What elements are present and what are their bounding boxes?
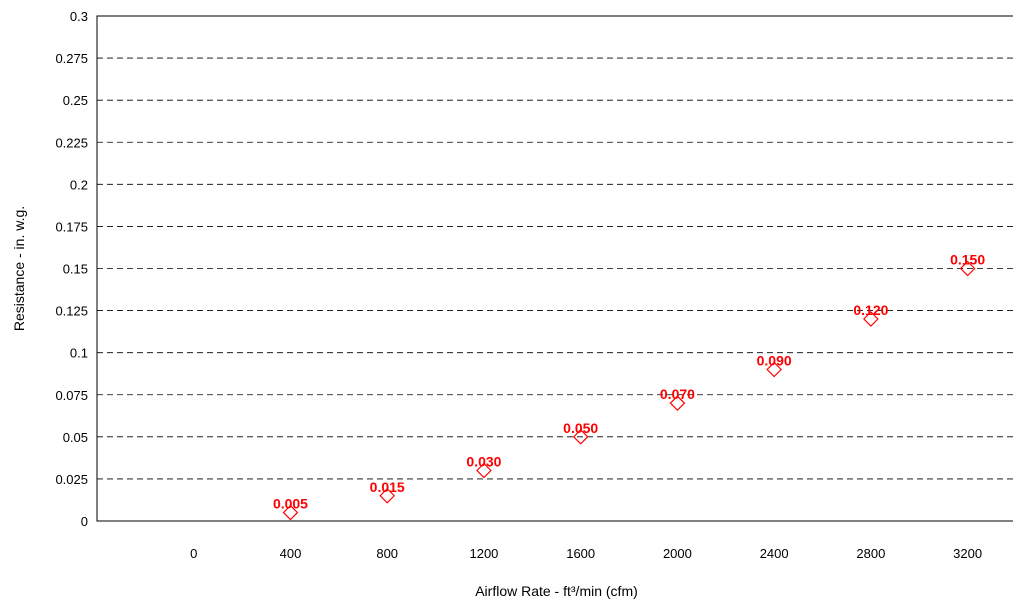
y-tick-label: 0.3 (70, 9, 88, 24)
y-tick-label: 0.075 (55, 388, 88, 403)
y-axis-title: Resistance - in. w.g. (11, 206, 27, 331)
data-label: 0.005 (273, 496, 308, 512)
y-tick-label: 0.15 (63, 262, 88, 277)
x-tick-label: 0 (190, 546, 197, 561)
x-tick-label: 1600 (566, 546, 595, 561)
y-tick-label: 0.2 (70, 177, 88, 192)
y-tick-label: 0.025 (55, 472, 88, 487)
data-label: 0.015 (370, 479, 405, 495)
y-tick-label: 0.175 (55, 219, 88, 234)
data-point (669, 395, 686, 412)
data-point (766, 361, 783, 378)
x-axis-ticks: 0 400 800 1200 1600 2000 2400 2800 3200 (190, 546, 982, 561)
y-tick-label: 0 (81, 514, 88, 529)
data-point (572, 428, 589, 445)
data-point (959, 260, 976, 277)
x-tick-label: 800 (376, 546, 398, 561)
y-tick-label: 0.1 (70, 346, 88, 361)
y-tick-label: 0.05 (63, 430, 88, 445)
data-point (476, 462, 492, 479)
y-axis-ticks: 0 0.025 0.05 0.075 0.1 0.125 0.15 0.175 0.2 0.225… (55, 9, 88, 529)
data-label: 0.030 (466, 454, 501, 470)
y-tick-label: 0.275 (55, 51, 88, 66)
plot-area (96, 15, 1013, 522)
data-point (379, 487, 396, 504)
data-points (282, 260, 976, 521)
data-point (863, 311, 879, 327)
data-label: 0.120 (853, 302, 888, 318)
data-labels: 0.005 0.015 0.030 0.050 0.070 0.090 0.120 0.150 (273, 252, 985, 512)
x-tick-label: 2000 (663, 546, 692, 561)
data-label: 0.070 (660, 386, 695, 402)
y-tick-label: 0.25 (63, 93, 88, 108)
x-tick-label: 3200 (953, 546, 982, 561)
data-label: 0.150 (950, 252, 985, 268)
y-tick-label: 0.225 (55, 135, 88, 150)
data-point (282, 504, 299, 521)
x-tick-label: 1200 (469, 546, 498, 561)
gridlines (97, 57, 1013, 480)
data-label: 0.050 (563, 420, 598, 436)
data-label: 0.090 (757, 353, 792, 369)
x-axis-title: Airflow Rate - ft³/min (cfm) (475, 583, 638, 599)
x-tick-label: 2800 (856, 546, 885, 561)
x-tick-label: 2400 (760, 546, 789, 561)
y-tick-label: 0.125 (55, 304, 88, 319)
x-tick-label: 400 (280, 546, 302, 561)
